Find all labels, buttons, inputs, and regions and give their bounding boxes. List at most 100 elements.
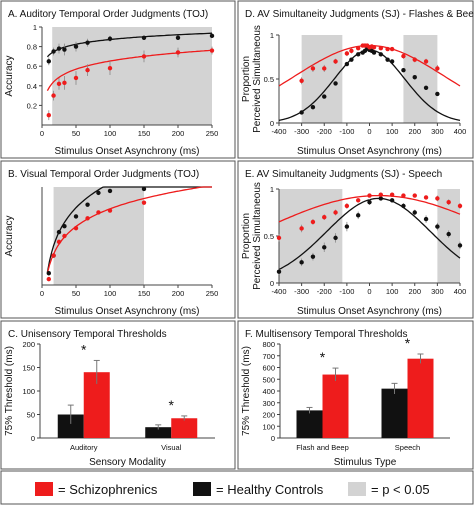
panel-E-point-schizo [457, 203, 463, 209]
panel-A-point-schizo [62, 80, 67, 86]
panel-F-sig-star: * [320, 349, 326, 365]
panel-B-ylabel: Accuracy [4, 215, 15, 256]
panel-A-point-schizo [73, 75, 79, 81]
panel-D-ytick-label: 0.5 [264, 75, 274, 84]
panel-D-point-control [389, 59, 395, 64]
panel-E-point-control [435, 224, 440, 229]
panel-C-xlabel: Sensory Modality [89, 457, 166, 468]
panel-F-ytick-label: 0 [271, 434, 275, 443]
panel-C-ytick-label: 200 [22, 340, 35, 349]
panel-F-bar-control [296, 410, 323, 438]
panel-C-frame [0, 320, 236, 470]
panel-E-xtick-label: 300 [431, 287, 444, 296]
panel-D-point-control [412, 75, 417, 80]
panel-A-point-control [73, 44, 79, 49]
panel-D-point-schizo [385, 46, 390, 52]
panel-B-point-control [85, 202, 90, 207]
panel-A-point-schizo [141, 54, 147, 59]
panel-B-xtick-label: 50 [72, 289, 80, 298]
panel-B-point-control [62, 224, 67, 229]
panel-D-point-schizo [423, 59, 429, 64]
panel-B-point-control [46, 271, 51, 276]
panel-D-point-schizo [355, 46, 361, 51]
panel-D-point-control [310, 104, 316, 110]
panel-D-xtick-label: -400 [271, 127, 286, 136]
panels-layer: A. Auditory Temporal Order Judgments (TO… [0, 0, 474, 470]
panel-E-point-control [355, 213, 361, 218]
panel-E-shade-0 [279, 189, 343, 283]
panel-E-point-schizo [333, 210, 338, 215]
panel-A-point-control [51, 49, 56, 54]
panel-C-ylabel: 75% Threshold (ms) [4, 346, 15, 436]
panel-D-point-schizo [299, 78, 304, 83]
panel-E-ylabel-2: Perceived Simultaneous [252, 182, 263, 290]
panel-E-xtick-label: 100 [386, 287, 399, 296]
panel-E-xtick-label: -400 [271, 287, 286, 296]
panel-D-xlabel: Stimulus Onset Asynchrony (ms) [297, 146, 442, 157]
panel-A-point-control [46, 59, 51, 64]
panel-F-xlabel: Stimulus Type [334, 457, 397, 468]
panel-C-plot: 0 50 100 150 200 * Auditory * Visual [22, 340, 215, 452]
panel-A-point-control [141, 35, 147, 40]
panel-A-point-control [107, 36, 113, 41]
panel-D-point-schizo [344, 51, 350, 56]
panel-A-point-schizo [85, 67, 90, 73]
panel-F-category-label: Flash and Beep [296, 443, 349, 452]
panel-C-ytick-label: 100 [22, 387, 35, 396]
panel-D-point-schizo [412, 57, 417, 62]
panel-A-point-schizo [107, 65, 113, 71]
legend-swatch-control [193, 482, 211, 496]
panel-E-xlabel: Stimulus Onset Asynchrony (ms) [297, 306, 442, 317]
panel-E-ytick-label: 1 [270, 185, 274, 194]
panel-E-xtick-label: -100 [339, 287, 354, 296]
panel-E-point-schizo [310, 219, 316, 225]
panel-A-point-schizo [209, 48, 215, 53]
panel-B-title: B. Visual Temporal Order Judgments (TOJ) [8, 169, 199, 180]
panel-D-ytick-label: 1 [270, 31, 274, 40]
panel-E-title: E. AV Simultaneity Judgments (SJ) - Spee… [245, 169, 442, 180]
panel-A-xtick-label: 0 [40, 129, 44, 138]
panel-E-point-control [344, 224, 350, 229]
panel-D-point-schizo [322, 66, 327, 71]
panel-D-xtick-label: 300 [431, 127, 444, 136]
panel-E-frame [237, 160, 474, 319]
panel-F-ytick-label: 200 [262, 411, 275, 420]
panel-F-bar-schizo [407, 358, 434, 438]
legend-frame [0, 470, 474, 505]
panel-D-xtick-label: -200 [317, 127, 332, 136]
panel-B-point-schizo [73, 225, 79, 231]
panel-A-point-control [56, 46, 62, 51]
panel-A-point-schizo [56, 81, 62, 87]
panel-E-point-schizo [446, 199, 451, 205]
panel-D-plot: -400 -300 -200 -100 0 100 200 300 400 0 0.5 1 [264, 31, 467, 136]
panel-B-shade-0 [53, 187, 145, 285]
panel-A-ytick-label: 0.2 [27, 101, 37, 110]
panel-C-sig-star: * [169, 397, 175, 413]
panel-D-xtick-label: 100 [386, 127, 399, 136]
panel-E-point-control [310, 254, 316, 259]
panel-D-point-schizo [435, 66, 440, 71]
panel-F-plot: 0 100 200 300 400 500 600 700 800 * Flash and Beep… [262, 335, 450, 452]
panel-B-point-schizo [46, 276, 51, 282]
panel-D-title: D. AV Simultaneity Judgments (SJ) - Flas… [245, 9, 474, 20]
panel-F-ytick-label: 100 [262, 422, 275, 431]
panel-D-xtick-label: -300 [294, 127, 309, 136]
panel-A-xtick-label: 150 [138, 129, 151, 138]
panel-D-ylabel: Proportion [241, 56, 252, 102]
panel-C-ytick-label: 0 [31, 434, 35, 443]
panel-E-point-control [322, 245, 327, 250]
panel-B-point-control [73, 214, 79, 219]
panel-E-point-control [446, 231, 451, 237]
panel-E-point-schizo [367, 193, 372, 198]
panel-D-point-control [333, 81, 338, 86]
panel-E-plot: -400 -300 -200 -100 0 100 200 300 400 0 0.5 1 [264, 185, 467, 296]
panel-D-point-control [349, 57, 354, 62]
panel-F-ytick-label: 800 [262, 340, 275, 349]
panel-D-point-schizo [389, 46, 395, 52]
panel-C-bar-control [145, 427, 172, 438]
panel-D-ytick-label: 0 [270, 119, 274, 128]
panel-A-ylabel: Accuracy [4, 55, 15, 96]
panel-E-point-schizo [276, 235, 282, 241]
panel-A-xtick-label: 50 [72, 129, 80, 138]
panel-D-point-schizo [371, 45, 377, 50]
